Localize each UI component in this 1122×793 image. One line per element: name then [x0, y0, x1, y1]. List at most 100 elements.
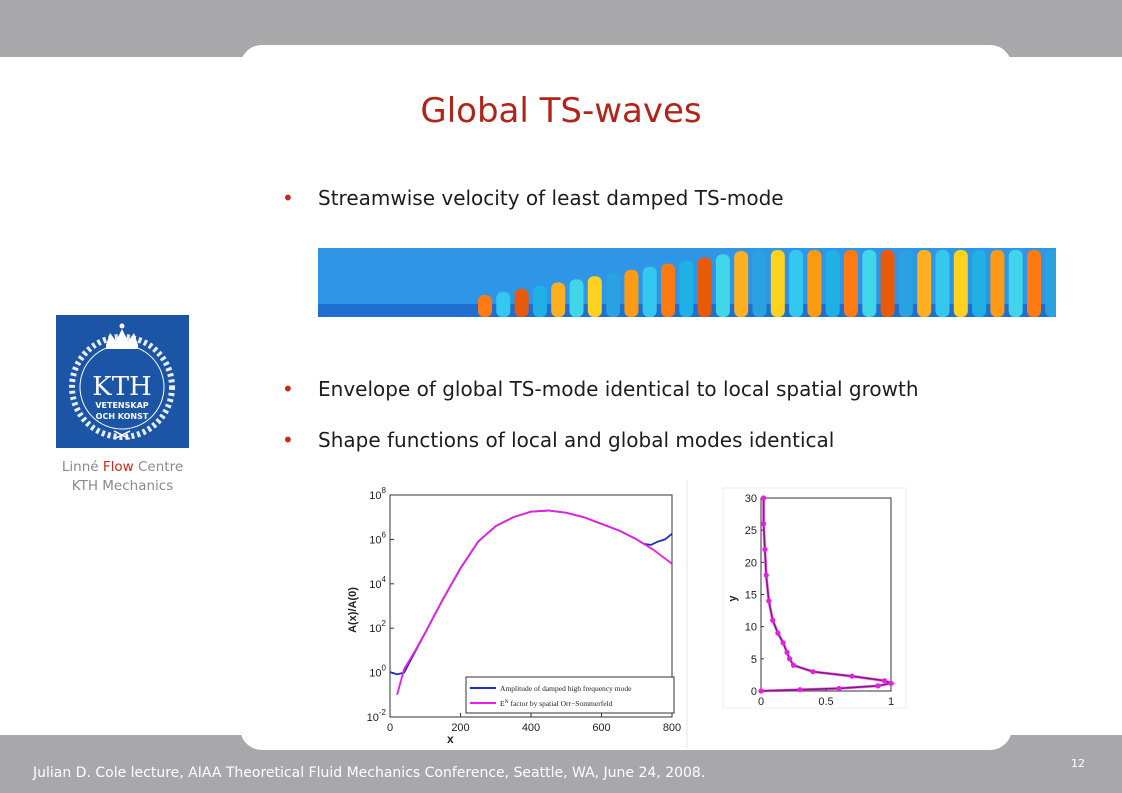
- data-point: [770, 617, 776, 623]
- data-point: [875, 683, 881, 689]
- kth-logo-line2: OCH KONST: [96, 412, 149, 421]
- y-tick-label: 100: [369, 664, 386, 680]
- strip-wave-band: [569, 279, 584, 317]
- bullet-dot: •: [282, 377, 294, 401]
- data-point: [763, 572, 769, 578]
- logo-caption-line2: KTH Mechanics: [71, 478, 174, 494]
- data-point: [780, 640, 786, 646]
- y-axis-label: y: [727, 595, 739, 602]
- y-tick-label: 10-2: [367, 708, 387, 724]
- y-tick-label: 25: [745, 525, 757, 537]
- strip-wave-band: [880, 250, 895, 317]
- data-point: [761, 521, 767, 527]
- strip-wave-band: [898, 250, 913, 317]
- data-point: [881, 678, 888, 684]
- page-number: 12: [1071, 757, 1085, 770]
- strip-wave-band: [624, 269, 639, 317]
- y-tick-exponent: -2: [379, 708, 387, 717]
- velocity-field-image: [318, 248, 1056, 317]
- data-point: [787, 656, 793, 662]
- data-point: [888, 680, 894, 686]
- y-tick-label: 20: [745, 557, 757, 569]
- y-tick-label: 0: [751, 686, 757, 698]
- y-tick-exponent: 2: [382, 619, 387, 628]
- x-tick-label: 400: [522, 722, 540, 734]
- y-tick-exponent: 4: [382, 575, 387, 584]
- y-tick-label: 106: [369, 530, 386, 546]
- bullet-item: • Shape functions of local and global mod…: [282, 428, 834, 452]
- y-tick-label: 15: [745, 590, 757, 602]
- strip-wave-band: [478, 295, 492, 317]
- strip-wave-band: [953, 250, 968, 317]
- data-point: [790, 662, 797, 668]
- kth-logo-main: KTH: [92, 372, 151, 402]
- kth-logo: KTH VETENSKAP OCH KONST: [56, 315, 189, 448]
- data-point: [849, 673, 855, 679]
- legend-label: Amplitude of damped high frequency mode: [500, 684, 632, 693]
- data-point: [758, 688, 764, 694]
- strip-wave-band: [844, 250, 858, 317]
- y-tick-exponent: 6: [382, 530, 387, 539]
- data-point: [762, 546, 768, 553]
- x-tick-label: 0.5: [818, 696, 833, 708]
- shape-function-chart: 0 5 10 15 20 25 30 0 0.5 1 y: [722, 487, 907, 709]
- strip-wave-band: [532, 285, 547, 317]
- strip-wave-band: [606, 273, 621, 317]
- x-tick-label: 800: [663, 722, 681, 734]
- slide-title: Global TS-waves: [420, 91, 702, 131]
- bullet-text: Shape functions of local and global mode…: [318, 428, 835, 452]
- plot-frame: [760, 497, 892, 692]
- x-tick-label: 1: [888, 696, 894, 708]
- strip-wave-band: [789, 250, 804, 317]
- bullet-text: Envelope of global TS-mode identical to …: [318, 377, 919, 401]
- strip-wave-band: [1008, 250, 1023, 317]
- strip-wave-band: [661, 263, 675, 317]
- strip-wave-band: [825, 250, 840, 317]
- amplitude-chart: 10-2 100 102 104 106 108 0 200 400 600 800 x A(x)/A(…: [347, 480, 688, 748]
- strip-wave-band: [496, 291, 511, 317]
- strip-wave-band: [551, 282, 566, 317]
- x-tick-label: 0: [387, 722, 393, 734]
- strip-wave-band: [1045, 250, 1056, 317]
- y-tick-label: 102: [369, 619, 386, 635]
- strip-wave-band: [752, 250, 767, 317]
- x-axis-label: x: [447, 732, 454, 746]
- data-point: [784, 649, 790, 655]
- kth-seal: KTH VETENSKAP OCH KONST: [69, 323, 175, 440]
- strip-wave-band: [770, 250, 785, 317]
- bullet-dot: •: [282, 428, 294, 452]
- strip-wave-band: [734, 251, 749, 317]
- bullet-item: • Streamwise velocity of least damped TS-…: [282, 186, 784, 210]
- logo-caption-line1: Linné Flow Centre: [61, 459, 184, 475]
- kth-logo-line1: VETENSKAP: [95, 401, 148, 410]
- y-tick-exponent: 0: [382, 664, 387, 673]
- strip-wave-band: [1027, 250, 1041, 317]
- bullet-item: • Envelope of global TS-mode identical to…: [282, 377, 919, 401]
- strip-wave-band: [587, 276, 602, 317]
- strip-wave-band: [807, 250, 822, 317]
- strip-wave-band: [935, 250, 950, 317]
- strip-wave-band: [642, 266, 657, 317]
- y-axis-label: A(x)/A(0): [347, 587, 359, 633]
- strip-wave-band: [917, 250, 932, 317]
- y-tick-exponent: 8: [382, 486, 387, 495]
- strip-wave-band: [862, 250, 877, 317]
- legend-box: [465, 676, 675, 714]
- strip-wave-band: [679, 260, 694, 317]
- footer-text: Julian D. Cole lecture, AIAA Theoretical…: [33, 765, 706, 781]
- series-line: [396, 509, 673, 696]
- data-point: [797, 687, 803, 693]
- y-tick-label: 10: [745, 622, 757, 634]
- data-point: [766, 598, 772, 604]
- legend-label: EN factor by spatial Orr−Sommerfeld: [500, 699, 613, 708]
- x-tick-label: 600: [592, 722, 610, 734]
- legend-superscript: N: [505, 699, 509, 705]
- x-tick-label: 0: [758, 696, 764, 708]
- data-point: [836, 685, 842, 692]
- y-tick-label: 5: [751, 654, 757, 666]
- x-tick-label: 200: [451, 722, 469, 734]
- strip-wave-band: [514, 288, 529, 317]
- y-tick-label: 108: [369, 486, 386, 502]
- strip-wave-band: [990, 250, 1005, 317]
- strip-wave-band: [697, 257, 712, 317]
